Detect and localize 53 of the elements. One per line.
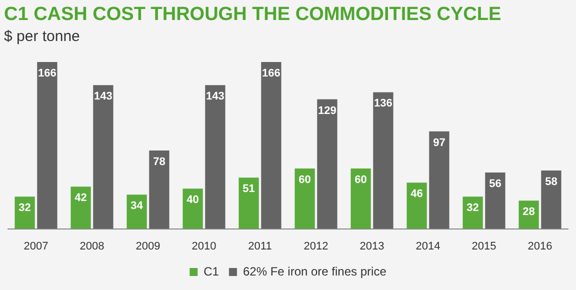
- bar: [93, 85, 114, 229]
- legend-label: C1: [204, 264, 220, 278]
- bar: [126, 194, 147, 229]
- data-label: 46: [410, 188, 423, 200]
- x-tick-label: 2011: [248, 240, 272, 252]
- x-tick-label: 2009: [136, 240, 160, 252]
- x-tick-label: 2014: [416, 240, 440, 252]
- data-label: 56: [489, 178, 502, 190]
- x-tick-label: 2013: [360, 240, 384, 252]
- data-label: 166: [38, 68, 56, 80]
- bar: [205, 85, 226, 229]
- chart-subtitle: $ per tonne: [4, 28, 80, 45]
- bar: [37, 62, 58, 229]
- data-label: 51: [242, 183, 255, 196]
- data-label: 34: [130, 200, 144, 212]
- legend-label: 62% Fe iron ore fines price: [242, 264, 387, 278]
- bar: [149, 150, 170, 229]
- data-label: 78: [153, 156, 166, 168]
- x-tick-label: 2010: [192, 240, 216, 252]
- data-label: 42: [74, 192, 87, 204]
- bar: [429, 131, 450, 229]
- data-label: 40: [186, 194, 199, 206]
- bar: [350, 168, 371, 229]
- x-tick-label: 2007: [24, 240, 48, 252]
- chart-title: C1 CASH COST THROUGH THE COMMODITIES CYCLE: [4, 4, 502, 26]
- data-label: 129: [318, 104, 336, 117]
- data-label: 32: [466, 202, 479, 214]
- data-label: 166: [262, 68, 280, 80]
- data-label: 143: [206, 90, 224, 103]
- bar: [182, 188, 203, 229]
- data-label: 143: [94, 90, 112, 103]
- x-tick-label: 2008: [80, 240, 104, 252]
- bar: [294, 168, 315, 229]
- bar: [14, 196, 35, 229]
- bar: [462, 196, 483, 229]
- bar: [317, 99, 338, 229]
- bar: [541, 170, 562, 229]
- x-tick-label: 2012: [304, 240, 328, 252]
- data-label: 60: [354, 174, 367, 186]
- data-label: 58: [545, 176, 558, 188]
- bar: [485, 172, 506, 229]
- bar: [238, 178, 259, 229]
- data-label: 97: [433, 136, 446, 149]
- data-label: 32: [18, 202, 31, 214]
- x-tick-label: 2016: [528, 240, 552, 252]
- bar: [261, 62, 282, 229]
- data-label: 60: [298, 174, 311, 186]
- data-label: 136: [374, 98, 392, 110]
- bar: [70, 186, 91, 229]
- bar: [406, 182, 427, 229]
- x-tick-label: 2015: [472, 240, 496, 252]
- data-label: 28: [522, 206, 535, 218]
- bar: [373, 92, 394, 229]
